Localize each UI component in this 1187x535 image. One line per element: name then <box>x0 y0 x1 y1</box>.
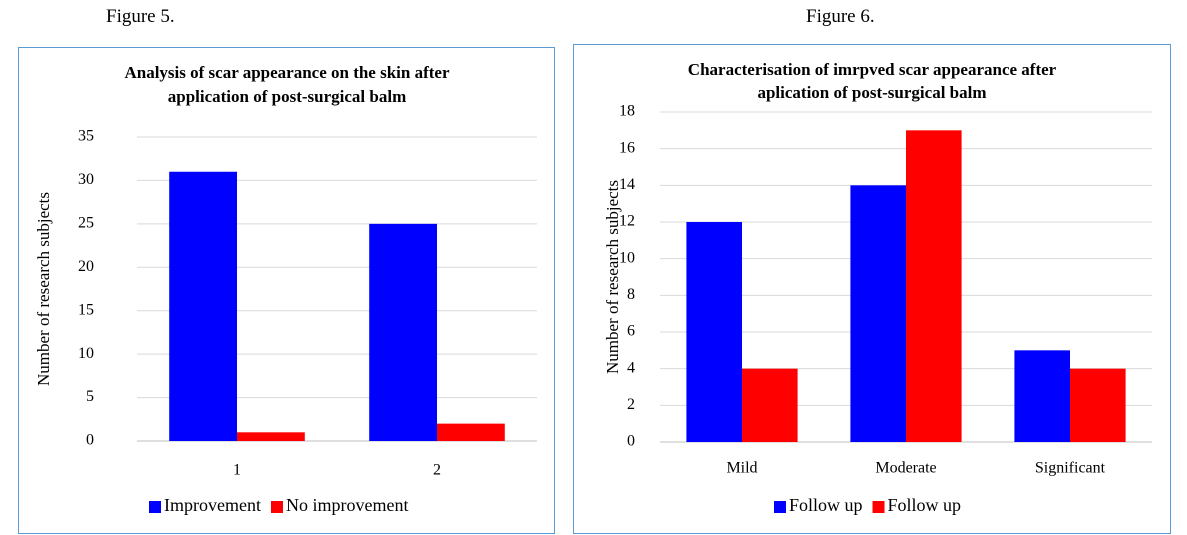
chart-title-line: Analysis of scar appearance on the skin … <box>124 63 449 82</box>
chart-panel-figure-6: Characterisation of imrpved scar appeara… <box>573 44 1171 534</box>
legend-label-series-1: Follow up <box>789 495 863 515</box>
bar-series-1-2 <box>369 223 437 441</box>
bar-series-1-mild <box>686 222 742 442</box>
figure-6-caption: Figure 6. <box>806 6 875 27</box>
chart-title-line: aplication of post-surgical balm <box>757 83 986 102</box>
bar-series-2-2 <box>437 423 505 441</box>
y-tick-label: 16 <box>619 139 635 156</box>
x-category-label: Significant <box>1035 460 1106 477</box>
bar-series-1-moderate <box>850 185 906 443</box>
x-category-label: 1 <box>233 462 241 479</box>
chart-figure-5: Analysis of scar appearance on the skin … <box>34 63 537 515</box>
legend-label-series-1: Improvement <box>164 495 261 515</box>
figure-5-caption: Figure 5. <box>106 6 175 27</box>
y-axis-label: Number of research subjects <box>34 192 53 386</box>
y-tick-label: 10 <box>619 249 635 266</box>
y-tick-label: 30 <box>78 171 94 188</box>
y-tick-label: 6 <box>627 323 635 340</box>
y-tick-label: 4 <box>627 359 635 376</box>
bar-series-2-mild <box>742 368 798 442</box>
y-tick-label: 12 <box>619 213 635 230</box>
y-axis-label: Number of research subjects <box>603 180 622 374</box>
y-tick-label: 25 <box>78 215 94 232</box>
legend-swatch-series-1 <box>149 501 161 513</box>
legend-swatch-series-1 <box>774 501 786 513</box>
bar-series-1-significant <box>1014 350 1070 442</box>
x-category-label: Moderate <box>875 460 936 477</box>
y-tick-label: 2 <box>627 396 635 413</box>
bar-series-2-1 <box>237 432 305 441</box>
legend-swatch-series-2 <box>872 501 885 513</box>
y-tick-label: 8 <box>627 286 635 303</box>
chart-title-line: Characterisation of imrpved scar appeara… <box>688 60 1057 79</box>
y-tick-label: 35 <box>78 128 94 145</box>
y-tick-label: 18 <box>619 103 635 120</box>
bar-series-2-moderate <box>906 130 962 442</box>
x-category-label: Mild <box>726 460 757 477</box>
chart-figure-6: Characterisation of imrpved scar appeara… <box>603 60 1152 515</box>
y-tick-label: 20 <box>78 258 94 275</box>
legend-label-series-2: No improvement <box>286 495 408 515</box>
y-tick-label: 10 <box>78 345 94 362</box>
bar-series-1-1 <box>169 171 237 441</box>
y-tick-label: 0 <box>86 432 94 449</box>
legend-label-series-2: Follow up <box>888 495 962 515</box>
y-tick-label: 14 <box>619 176 635 193</box>
legend-swatch-series-2 <box>270 501 283 513</box>
x-category-label: 2 <box>433 462 441 479</box>
bar-series-2-significant <box>1070 368 1126 442</box>
chart-title-line: application of post-surgical balm <box>168 87 407 106</box>
y-tick-label: 15 <box>78 301 94 318</box>
y-tick-label: 0 <box>627 433 635 450</box>
chart-panel-figure-5: Analysis of scar appearance on the skin … <box>18 47 555 534</box>
y-tick-label: 5 <box>86 388 94 405</box>
